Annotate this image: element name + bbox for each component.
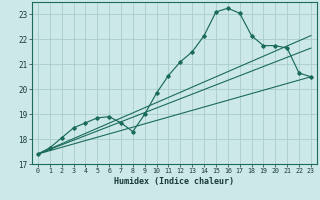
X-axis label: Humidex (Indice chaleur): Humidex (Indice chaleur) (115, 177, 234, 186)
